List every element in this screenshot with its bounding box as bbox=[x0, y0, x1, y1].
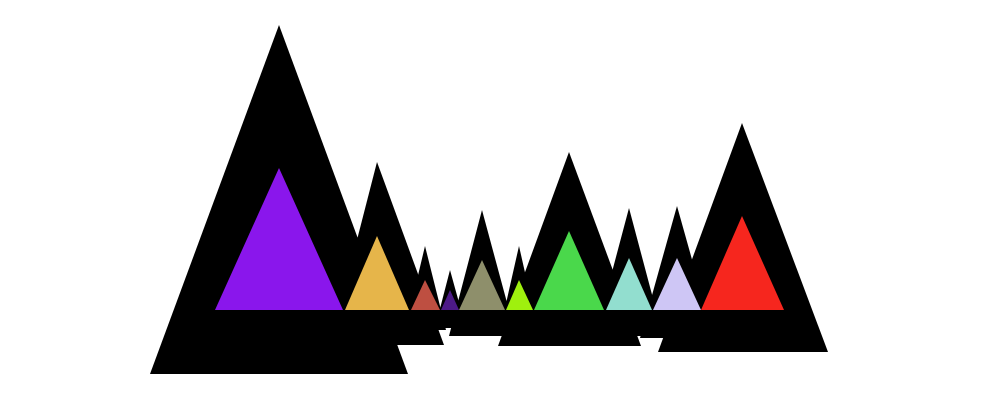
triangle-fill-gold bbox=[345, 236, 409, 310]
outline-layer bbox=[150, 25, 828, 374]
triangle-fill-olive-gray bbox=[459, 260, 505, 310]
triangle-fill-lime bbox=[506, 280, 533, 310]
triangle-fill-mint bbox=[606, 258, 652, 310]
triangle-fill-purple bbox=[215, 168, 343, 310]
triangle-fill-lavender bbox=[653, 258, 701, 310]
triangle-fill-red bbox=[701, 216, 784, 310]
triangle-fill-green bbox=[534, 231, 604, 310]
triangle-fill-rust bbox=[411, 280, 440, 310]
triangle-fill-indigo bbox=[441, 290, 459, 310]
fill-layer bbox=[215, 168, 784, 310]
